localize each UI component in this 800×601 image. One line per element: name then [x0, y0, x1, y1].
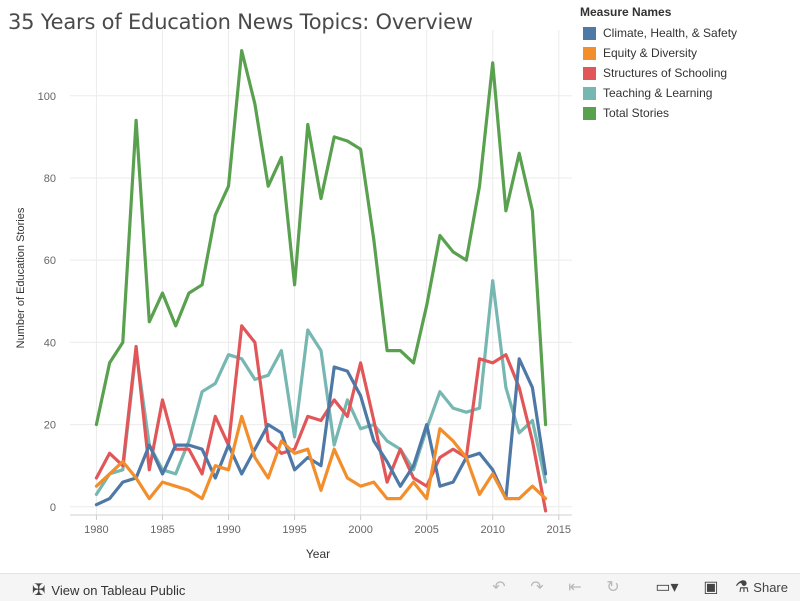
view-on-tableau-label: View on Tableau Public [51, 582, 186, 598]
tableau-footer: ✠ View on Tableau Public ↶ ↷ ⇤ ↻ ▭▾ ▣ ⚗ … [0, 573, 800, 601]
series-line-equity-diversity[interactable] [94, 414, 548, 501]
chart-title: 35 Years of Education News Topics: Overv… [8, 10, 473, 34]
series-line-structures-of-schooling[interactable] [94, 324, 548, 513]
series-line-total-stories[interactable] [94, 48, 548, 427]
x-tick-label: 2000 [348, 524, 372, 536]
y-tick-label: 20 [44, 420, 56, 432]
view-on-tableau-link[interactable]: ✠ View on Tableau Public [32, 580, 185, 600]
legend-swatch [583, 66, 596, 80]
revert-icon[interactable]: ⇤ [568, 579, 582, 596]
x-tick-label: 2010 [480, 524, 504, 536]
x-tick-label: 1985 [150, 524, 174, 536]
y-tick-label: 60 [44, 255, 56, 267]
share-button[interactable]: ⚗ Share [735, 577, 788, 597]
series-line-climate-health-safety[interactable] [94, 357, 548, 507]
legend-label: Total Stories [603, 106, 670, 120]
legend-swatch [583, 26, 596, 40]
legend-item[interactable]: Equity & Diversity [580, 43, 737, 63]
legend-label: Equity & Diversity [603, 46, 698, 60]
legend-label: Climate, Health, & Safety [603, 26, 738, 40]
share-icon: ⚗ [734, 579, 750, 596]
legend-title: Measure Names [580, 5, 672, 19]
fullscreen-icon[interactable]: ▣ [703, 579, 719, 596]
legend-label: Teaching & Learning [603, 86, 713, 100]
legend-item[interactable]: Total Stories [580, 103, 737, 123]
tableau-logo-icon: ✠ [32, 582, 46, 599]
x-tick-label: 1995 [282, 524, 306, 536]
share-label: Share [753, 579, 788, 595]
undo-icon[interactable]: ↶ [492, 579, 506, 596]
legend-swatch [583, 86, 596, 100]
legend-item[interactable]: Teaching & Learning [580, 83, 737, 103]
y-tick-label: 100 [38, 91, 56, 103]
x-tick-label: 2015 [547, 524, 571, 536]
series-line-teaching-learning[interactable] [94, 279, 548, 496]
legend-item[interactable]: Structures of Schooling [580, 63, 737, 83]
download-icon[interactable]: ▭▾ [655, 579, 679, 596]
legend-label: Structures of Schooling [603, 66, 728, 80]
legend-swatch [583, 106, 596, 120]
x-tick-label: 1980 [84, 524, 108, 536]
y-tick-label: 80 [44, 173, 56, 185]
legend-swatch [583, 46, 596, 60]
y-tick-label: 0 [50, 502, 56, 514]
y-axis-label: Number of Education Stories [15, 207, 27, 348]
x-tick-label: 2005 [414, 524, 438, 536]
x-tick-label: 1990 [216, 524, 240, 536]
legend-item[interactable]: Climate, Health, & Safety [580, 23, 737, 43]
axes: 0 20 40 60 80 100 1980 1985 1990 1995 2000 2005 2010… [38, 91, 572, 536]
y-tick-label: 40 [44, 337, 56, 349]
redo-icon[interactable]: ↷ [530, 579, 544, 596]
line-chart: 0 20 40 60 80 100 1980 1985 1990 1995 2000 2005 2010… [15, 30, 572, 561]
series-lines [94, 48, 548, 513]
toolbar: ↶ ↷ ⇤ ↻ ▭▾ ▣ ⚗ Share [487, 577, 788, 597]
legend: Measure Names Climate, Health, & Safety E… [580, 5, 737, 123]
x-axis-label: Year [306, 547, 330, 561]
refresh-icon[interactable]: ↻ [606, 579, 620, 596]
